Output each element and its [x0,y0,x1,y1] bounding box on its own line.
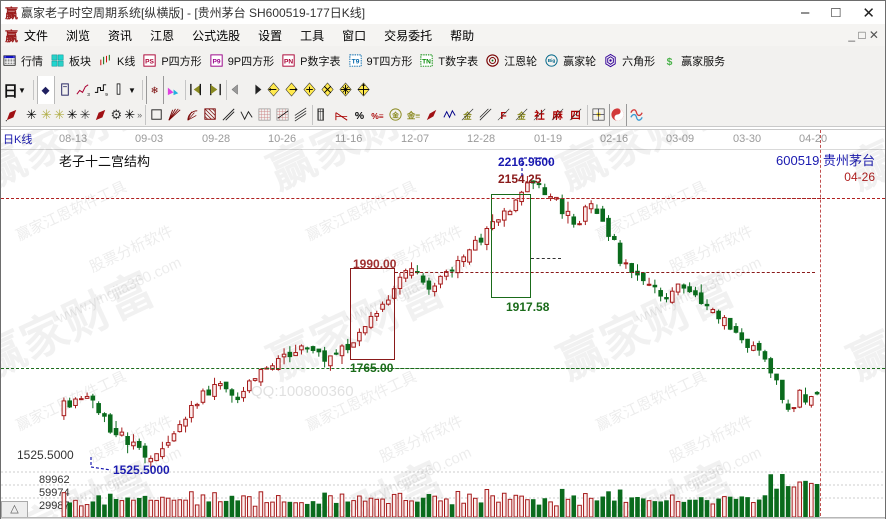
svg-text:Big: Big [548,58,556,63]
svg-text:金: 金 [391,110,399,119]
svg-text:金: 金 [462,111,472,121]
svg-text:T9: T9 [351,58,359,65]
svg-text:❄: ❄ [150,84,158,95]
svg-text:9: 9 [105,92,108,97]
svg-text:四: 四 [570,110,580,122]
svg-text:社: 社 [533,109,545,122]
svg-text:$: $ [667,57,673,68]
svg-text:TN: TN [422,58,431,65]
svg-text:%: % [355,111,364,122]
svg-text:◆: ◆ [41,85,49,96]
svg-text:3: 3 [87,92,90,97]
svg-text:麻: 麻 [551,109,563,122]
svg-text:%≡: %≡ [371,111,384,121]
svg-text:金: 金 [516,111,526,121]
svg-text:P9: P9 [212,58,220,65]
svg-text:PN: PN [284,58,293,65]
svg-text:金≡: 金≡ [406,110,420,120]
svg-text:PS: PS [145,58,154,65]
